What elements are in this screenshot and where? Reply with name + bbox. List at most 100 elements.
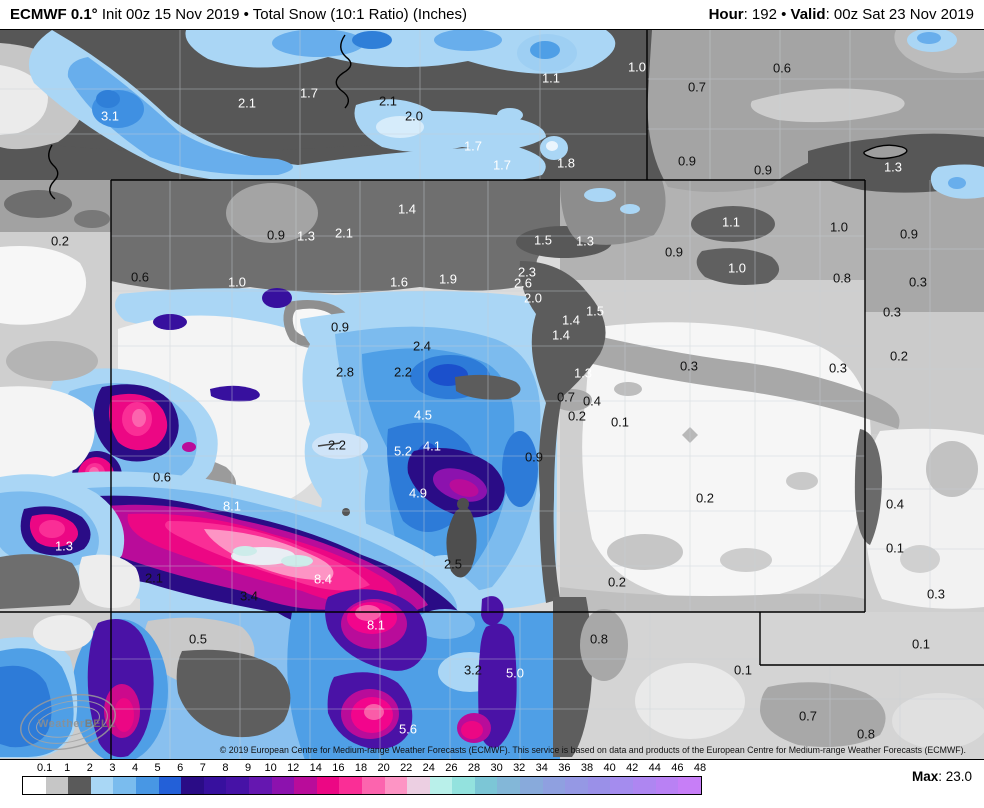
map-value-label: 0.3	[927, 587, 945, 602]
legend-tick: 10	[264, 762, 277, 774]
map-value-label: 3.4	[240, 589, 258, 604]
hour-label: Hour	[708, 6, 744, 23]
map-value-label: 0.9	[754, 163, 772, 178]
legend-color-cell	[271, 777, 295, 794]
legend-color-cell	[181, 777, 204, 794]
legend-color-cell	[68, 777, 91, 794]
map-area: 3.1 2.1 1.7 2.1 2.0 1.7 1.1 1.0 0.7 0.6 0.2 0.9 1.3 2…	[0, 30, 984, 760]
map-value-label: 4.1	[423, 439, 441, 454]
max-value: Max: 23.0	[912, 769, 972, 784]
map-value-label: 0.4	[583, 394, 601, 409]
legend-tick: 16	[332, 762, 345, 774]
legend-color-bar	[22, 776, 702, 795]
header: ECMWF 0.1° Init 00z 15 Nov 2019 • Total …	[0, 0, 984, 30]
map-value-label: 1.7	[300, 86, 318, 101]
map-value-label: 5.2	[394, 444, 412, 459]
map-value-label: 1.1	[542, 71, 560, 86]
legend-tick: 4	[131, 762, 139, 774]
map-value-label: 0.3	[909, 275, 927, 290]
map-value-label: 3.2	[464, 663, 482, 678]
map-value-label: 0.2	[890, 349, 908, 364]
legend-color-cell	[520, 777, 543, 794]
legend-tick: 36	[558, 762, 571, 774]
map-value-label: 0.2	[51, 234, 69, 249]
map-value-label: 1.0	[228, 275, 246, 290]
map-value-label: 1.6	[390, 275, 408, 290]
legend-footer: 0.1 1 2 3 4 5 6 7 8 9 10 12 14 16 18 20 22 24 26 28 30 32 34 36…	[0, 760, 984, 807]
map-value-label: 1.5	[586, 304, 604, 319]
legend-color-cell	[610, 777, 634, 794]
legend-color-cell	[429, 777, 453, 794]
map-value-label: 0.7	[799, 709, 817, 724]
map-value-label: 0.8	[833, 271, 851, 286]
legend-color-cell	[113, 777, 136, 794]
legend-color-cell	[339, 777, 362, 794]
map-value-label: 1.4	[562, 313, 580, 328]
legend-tick: 26	[445, 762, 458, 774]
map-value-label: 1.3	[574, 366, 592, 381]
map-value-label: 0.9	[331, 320, 349, 335]
map-value-label: 2.1	[238, 96, 256, 111]
map-value-label: 0.1	[912, 637, 930, 652]
map-value-label: 2.6	[514, 276, 532, 291]
map-value-label: 2.1	[145, 571, 163, 586]
legend-tick: 42	[626, 762, 639, 774]
map-value-label: 0.2	[568, 409, 586, 424]
map-value-label: 1.9	[439, 272, 457, 287]
hour-value: : 192 •	[743, 6, 791, 23]
legend-tick: 40	[603, 762, 616, 774]
legend-tick: 6	[177, 762, 184, 774]
map-value-label: 0.2	[608, 575, 626, 590]
legend-tick-row: 0.1 1 2 3 4 5 6 7 8 9 10 12 14 16 18 20 22 24 26 28 30 32 34 36…	[0, 762, 984, 775]
legend-tick: 12	[287, 762, 300, 774]
legend-tick: 46	[671, 762, 684, 774]
legend-color-cell	[316, 777, 340, 794]
max-label: Max	[911, 769, 939, 784]
legend-color-cell	[135, 777, 159, 794]
map-value-label: 1.0	[628, 60, 646, 75]
map-value-label: 1.4	[398, 202, 416, 217]
legend-tick: 34	[535, 762, 548, 774]
map-value-label: 1.4	[552, 328, 570, 343]
legend-color-cell	[384, 777, 408, 794]
page-title: ECMWF 0.1° Init 00z 15 Nov 2019 • Total …	[10, 6, 467, 23]
copyright-text: © 2019 European Centre for Medium-range …	[220, 745, 966, 755]
map-value-label: 4.5	[414, 408, 432, 423]
legend-color-cell	[655, 777, 679, 794]
map-value-label: 0.8	[857, 727, 875, 742]
valid-label: Valid	[790, 6, 826, 23]
watermark-text: WeatherBELL	[38, 718, 115, 730]
legend-tick: 44	[648, 762, 661, 774]
map-value-label: 2.3	[518, 265, 536, 280]
lake-outline	[863, 144, 908, 160]
map-value-label: 1.3	[884, 160, 902, 175]
map-value-label: 4.9	[409, 486, 427, 501]
map-value-label: 0.9	[678, 154, 696, 169]
legend-tick: 24	[422, 762, 435, 774]
county-lines	[0, 30, 984, 759]
legend-color-cell	[678, 777, 701, 794]
legend-tick: 9	[244, 762, 252, 774]
legend-tick: 38	[580, 762, 594, 774]
map-value-label: 0.9	[665, 245, 683, 260]
legend-color-cell	[226, 777, 249, 794]
map-value-label: 1.3	[576, 234, 594, 249]
legend-tick: 18	[354, 762, 368, 774]
map-value-label: 0.2	[696, 491, 714, 506]
legend-color-cell	[542, 777, 566, 794]
map-value-label: 1.3	[55, 539, 73, 554]
map-value-label: 2.1	[379, 94, 397, 109]
map-value-label: 2.0	[405, 109, 423, 124]
title-rest: Init 00z 15 Nov 2019 • Total Snow (10:1 …	[97, 6, 468, 23]
map-value-label: 1.7	[464, 139, 482, 154]
map-value-label: 5.6	[399, 722, 417, 737]
map-value-label: 0.3	[883, 305, 901, 320]
max-number: : 23.0	[938, 769, 972, 784]
map-value-label: 8.1	[223, 499, 241, 514]
legend-tick: 20	[377, 762, 390, 774]
map-value-label: 5.0	[506, 666, 524, 681]
map-value-label: 1.8	[557, 156, 575, 171]
legend-tick: 32	[513, 762, 526, 774]
legend-color-cell	[565, 777, 588, 794]
